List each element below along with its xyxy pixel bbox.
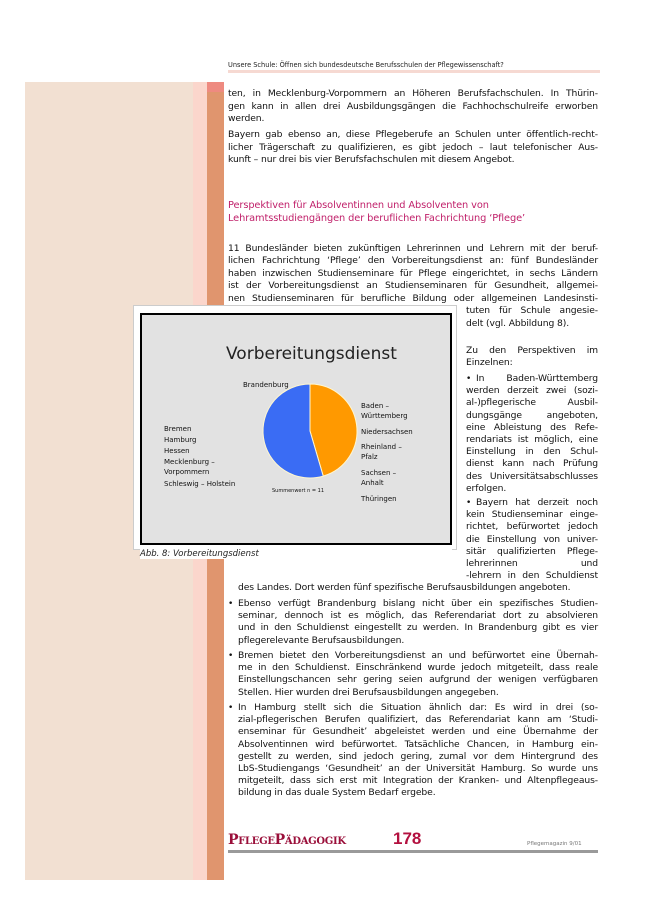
text-line: Einstellungschancen sehr gering seien au…: [238, 674, 598, 686]
legend-label: Sachsen – Anhalt: [361, 469, 397, 487]
chart-total-label: Summenwert n = 11: [272, 488, 324, 494]
text-line: licher Trägerschaft zu qualifizieren, es…: [228, 141, 598, 153]
text-line: ten, in Mecklenburg-Vorpommern an Höhere…: [228, 88, 598, 99]
legend-label: Hessen: [164, 447, 190, 455]
section-heading-line: Perspektiven für Absolventinnen und Abso…: [228, 200, 489, 211]
footer-rule: [228, 850, 598, 853]
text-line: LbS-Studiengangs ‘Gesundheit’ an der Uni…: [238, 763, 598, 774]
text-line: al-)pflegerische Ausbil-: [466, 397, 598, 409]
legend-label: Niedersachsen: [361, 428, 413, 436]
legend-label: Bremen: [164, 425, 192, 433]
legend-label: Hamburg: [164, 436, 197, 444]
text-line: Ebenso verfügt Brandenburg bislang nicht…: [238, 598, 598, 609]
text-line: die Einstellung von univer-: [466, 533, 598, 545]
text-line: lichen Fachrichtung ‘Pflege’ den Vorbere…: [228, 255, 598, 267]
text-line: nen Studienseminaren für berufliche Bild…: [228, 292, 598, 304]
text-line: dienst kann nach Prüfung: [466, 458, 598, 470]
text-line: werden.: [228, 113, 265, 124]
text-line: Einzelnen:: [466, 357, 513, 369]
text-line: werden derzeit zwei (sozi-: [466, 385, 598, 397]
text-line: und in den Schuldienst eingestellt zu we…: [238, 622, 598, 634]
text-line: tuten für Schule angesie-: [466, 305, 598, 316]
legend-label: Brandenburg: [243, 381, 289, 389]
text-line: haben inzwischen Studienseminare für Pfl…: [228, 267, 598, 279]
text-line: In Hamburg stellt sich die Situation ähn…: [238, 702, 598, 713]
sidebar-accent-top: [207, 82, 224, 92]
text-line: In Baden-Württemberg: [476, 373, 598, 384]
pie-slice-0: [309, 383, 358, 477]
pie-slice-1: [262, 383, 324, 479]
text-line: Einstellung in den Schul-: [466, 446, 598, 458]
text-line: kein Studienseminar einge-: [466, 509, 598, 521]
text-line: Absolventinnen wird befürwortet. Tatsäch…: [238, 738, 598, 750]
legend-label: Mecklenburg – Vorpommern: [164, 458, 215, 476]
bullet-icon: •: [228, 651, 234, 661]
section-heading-line: Lehramtsstudiengängen der beruflichen Fa…: [228, 212, 526, 224]
bullet-icon: •: [466, 374, 472, 384]
text-line: eine Ableistung des Refe-: [466, 421, 598, 433]
text-line: rendariats ist möglich, eine: [466, 434, 598, 445]
text-line: bildung in das duale System Bedarf ergeb…: [238, 787, 436, 799]
text-line: kunft – nur drei bis vier Berufsfachschu…: [228, 154, 515, 165]
text-line: Bremen bietet den Vorbereitungsdienst an…: [238, 650, 598, 661]
text-line: des Universitätsabschlusses: [466, 470, 598, 482]
running-head: Unsere Schule: Öffnen sich bundesdeutsch…: [228, 61, 600, 73]
text-line: Bayern hat derzeit noch: [476, 497, 598, 508]
text-line: dungsgänge angeboten,: [466, 409, 598, 421]
text-line: des Landes. Dort werden fünf spezifische…: [238, 582, 571, 593]
bullet-icon: •: [228, 703, 234, 713]
issue-label: Pflegemagazin 9/01: [527, 841, 582, 847]
text-line: me in den Schuldienst. Einschränkend wur…: [238, 662, 598, 674]
page-number: 178: [393, 829, 422, 848]
bullet-icon: •: [466, 498, 472, 508]
text-line: richtet, befürwortet jedoch: [466, 521, 598, 533]
text-line: -lehrern in den Schuldienst: [466, 570, 598, 582]
text-line: pflegerelevante Berufsausbildungen.: [238, 634, 405, 646]
legend-label: Schleswig – Holstein: [164, 480, 236, 488]
bullet-icon: •: [228, 599, 234, 609]
legend-label: Rheinland – Pfalz: [361, 443, 402, 461]
text-line: erfolgen.: [466, 482, 507, 494]
text-line: Bayern gab ebenso an, diese Pflegeberufe…: [228, 129, 598, 140]
chart-title: Vorbereitungsdienst: [226, 344, 397, 364]
text-line: mitgeteilt, dass sich erst mit Integrati…: [238, 775, 598, 787]
text-line: enseminar für Gesundheit’ abgeleistet we…: [238, 726, 598, 738]
text-line: seminar, dennoch ist es möglich, das Ref…: [238, 610, 598, 622]
pie-chart: [262, 383, 358, 479]
text-line: Stellen. Hier wurden drei Berufsausbildu…: [238, 686, 499, 698]
legend-label: Thüringen: [361, 495, 397, 503]
text-line: ist der Vorbereitungsdienst an Studiense…: [228, 280, 598, 292]
text-line: sitär qualifizierten Pflege-: [466, 545, 598, 557]
text-line: delt (vgl. Abbildung 8).: [466, 317, 570, 329]
text-line: 11 Bundesländer bieten zukünftigen Lehre…: [228, 243, 598, 254]
text-line: zial-pflegerischen Berufen qualifiziert,…: [238, 714, 598, 726]
text-line: gen kann in allen drei Ausbildungsgängen…: [228, 100, 598, 112]
text-line: lehrerinnen und: [466, 558, 598, 569]
figure-caption: Abb. 8: Vorbereitungsdienst: [140, 549, 452, 559]
text-line: Zu den Perspektiven im: [466, 345, 598, 356]
text-line: gestellt zu werden, sind jedoch gering, …: [238, 750, 598, 762]
journal-logo: PflegePädagogik: [228, 832, 346, 848]
legend-label: Baden – Württemberg: [361, 402, 408, 420]
